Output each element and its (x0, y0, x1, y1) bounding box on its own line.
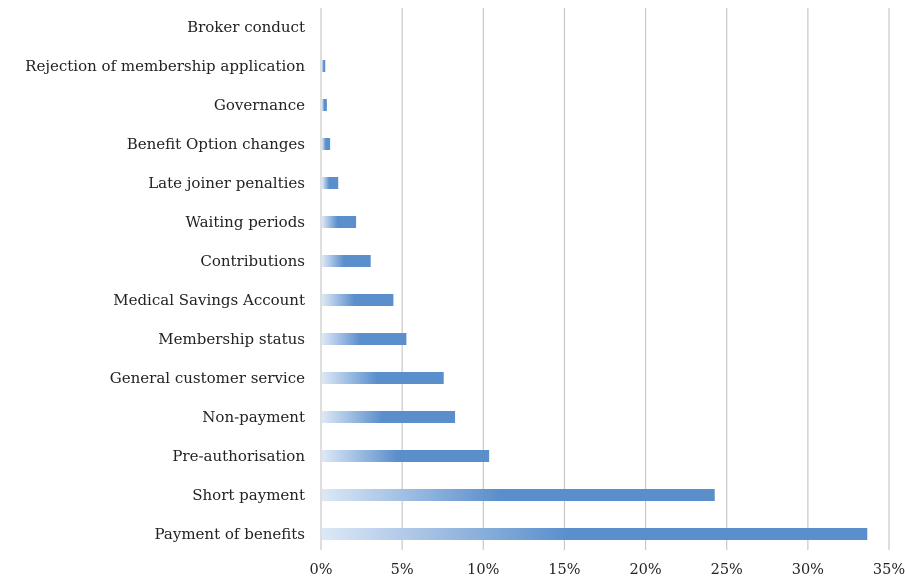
category-label: General customer service (110, 369, 305, 387)
category-label: Non-payment (202, 408, 305, 426)
category-label: Benefit Option changes (127, 135, 305, 153)
category-labels: Broker conduct Rejection of membership ap… (25, 18, 305, 543)
category-label: Waiting periods (186, 213, 306, 231)
bar (322, 333, 407, 345)
bar (322, 216, 357, 228)
x-tick-label: 15% (548, 562, 580, 578)
bar (322, 450, 490, 462)
bars (322, 60, 868, 540)
category-label: Late joiner penalties (148, 174, 305, 192)
bar (322, 255, 371, 267)
category-label: Broker conduct (187, 18, 305, 36)
x-tick-label: 20% (629, 562, 661, 578)
x-tick-label: 0% (309, 562, 332, 578)
bar (322, 177, 339, 189)
gridlines (320, 8, 890, 550)
bar (322, 138, 331, 150)
x-tick-label: 5% (391, 562, 414, 578)
bar (322, 60, 326, 72)
category-label: Short payment (192, 486, 305, 504)
category-label: Contributions (200, 252, 305, 270)
x-axis-tick-labels: 0% 5% 10% 15% 20% 25% 30% 35% (309, 562, 905, 578)
x-tick-label: 10% (467, 562, 499, 578)
x-tick-label: 30% (792, 562, 824, 578)
bar (322, 372, 444, 384)
category-label: Medical Savings Account (113, 291, 305, 309)
x-tick-label: 25% (711, 562, 743, 578)
category-label: Membership status (158, 330, 305, 348)
bar (322, 294, 394, 306)
bar (322, 411, 456, 423)
bar (322, 99, 327, 111)
bar (322, 489, 715, 501)
category-label: Rejection of membership application (25, 57, 305, 75)
category-label: Pre-authorisation (172, 447, 305, 465)
category-label: Payment of benefits (155, 525, 306, 543)
category-label: Governance (214, 96, 305, 114)
bar (322, 528, 868, 540)
x-tick-label: 35% (873, 562, 905, 578)
